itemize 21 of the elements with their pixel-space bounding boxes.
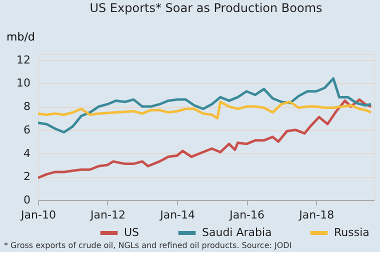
x-tick-label: Jan-14 bbox=[159, 208, 196, 222]
x-tick-label: Jan-18 bbox=[298, 208, 334, 222]
x-tick-label: Jan-10 bbox=[20, 208, 56, 222]
y-tick-label: 8 bbox=[24, 100, 30, 114]
y-tick-label: 2 bbox=[24, 170, 30, 184]
text: * Gross exports of crude oil, NGLs and refined oil products. Source: JODI bbox=[4, 241, 292, 250]
line-series bbox=[38, 98, 372, 180]
chart-title: US Exports* Soar as Production Booms bbox=[90, 1, 322, 15]
legend-label: Russia bbox=[334, 226, 370, 239]
x-tick-label: Jan-12 bbox=[90, 208, 126, 222]
y-tick-label: 0 bbox=[24, 194, 30, 206]
line-series bbox=[38, 100, 372, 120]
line-series bbox=[38, 77, 372, 134]
x-tick-label: Jan-16 bbox=[228, 208, 265, 222]
legend-label: Saudi Arabia bbox=[202, 226, 272, 239]
y-tick-label: 12 bbox=[16, 53, 30, 66]
y-tick-label: 10 bbox=[16, 76, 30, 90]
y-tick-label: 4 bbox=[24, 146, 30, 160]
y-axis-title: mb/d bbox=[6, 30, 35, 44]
legend-label: US bbox=[124, 226, 140, 239]
y-tick-label: 6 bbox=[24, 123, 30, 136]
